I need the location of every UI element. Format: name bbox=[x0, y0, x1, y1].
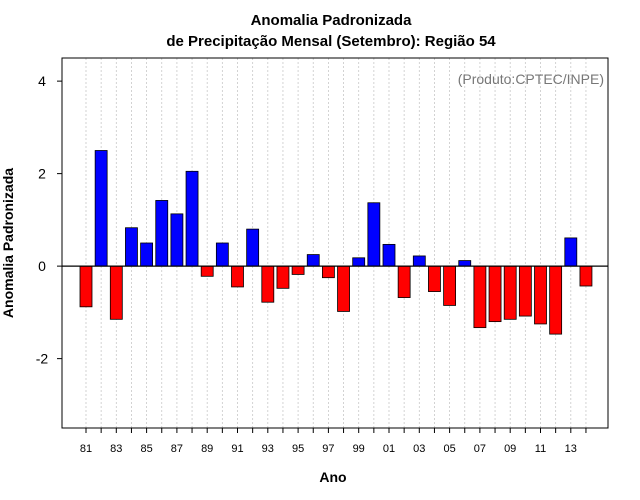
grid bbox=[85, 58, 587, 428]
x-tick-label: 09 bbox=[504, 443, 516, 455]
bar-02 bbox=[397, 265, 411, 298]
bar-82 bbox=[94, 150, 108, 267]
x-tick-label: 03 bbox=[413, 443, 425, 455]
credit-label: (Produto:CPTEC/INPE) bbox=[458, 71, 604, 87]
x-tick-label: 81 bbox=[80, 443, 92, 455]
bar-13 bbox=[564, 237, 578, 267]
y-tick-label: 4 bbox=[38, 73, 46, 89]
x-tick-label: 97 bbox=[322, 443, 334, 455]
bar-11 bbox=[534, 265, 547, 325]
x-tick-label: 89 bbox=[201, 443, 213, 455]
bar-88 bbox=[185, 170, 199, 267]
x-tick-label: 11 bbox=[535, 443, 546, 455]
y-axis-title: Anomalia Padronizada bbox=[0, 168, 16, 318]
bar-85 bbox=[140, 242, 154, 267]
bar-00 bbox=[367, 202, 381, 267]
bar-07 bbox=[473, 265, 487, 329]
bar-10 bbox=[518, 265, 532, 317]
bar-89 bbox=[200, 265, 214, 277]
bar-93 bbox=[261, 265, 275, 303]
bar-81 bbox=[79, 265, 93, 308]
bar-91 bbox=[231, 265, 244, 288]
x-tick-label: 95 bbox=[292, 443, 304, 455]
bar-87 bbox=[170, 213, 184, 267]
y-tick-label: 2 bbox=[38, 166, 46, 182]
chart-title: Anomalia Padronizada bbox=[251, 12, 413, 29]
plot-area bbox=[61, 57, 609, 429]
x-tick-label: 13 bbox=[565, 443, 577, 455]
bar-94 bbox=[276, 265, 290, 289]
bar-96 bbox=[306, 254, 320, 267]
y-axis: -2 0 2 4 bbox=[36, 73, 62, 367]
bar-90 bbox=[215, 242, 229, 267]
bar-09 bbox=[503, 265, 517, 320]
x-tick-label: 01 bbox=[383, 443, 395, 455]
bar-03 bbox=[412, 255, 426, 267]
bar-83 bbox=[109, 265, 123, 320]
bar-84 bbox=[125, 227, 138, 267]
x-axis-title: Ano bbox=[319, 469, 346, 485]
bar-01 bbox=[382, 243, 396, 267]
bar-99 bbox=[352, 257, 366, 267]
bar-05 bbox=[443, 265, 457, 306]
bar-86 bbox=[155, 200, 169, 267]
bars bbox=[79, 150, 593, 335]
plot-frame bbox=[61, 57, 609, 429]
bar-12 bbox=[549, 265, 563, 335]
bar-98 bbox=[337, 265, 350, 312]
x-tick-label: 99 bbox=[353, 443, 365, 455]
bar-95 bbox=[291, 265, 305, 275]
x-tick-label: 85 bbox=[140, 443, 152, 455]
y-tick-label: 0 bbox=[38, 258, 46, 274]
x-tick-label: 83 bbox=[110, 443, 122, 455]
chart-subtitle: de Precipitação Mensal (Setembro): Regiã… bbox=[166, 33, 496, 50]
bar-97 bbox=[321, 265, 335, 279]
bar-08 bbox=[488, 265, 502, 323]
x-tick-label: 91 bbox=[231, 443, 243, 455]
x-tick-label: 93 bbox=[262, 443, 274, 455]
bar-04 bbox=[428, 265, 441, 292]
x-tick-label: 87 bbox=[171, 443, 183, 455]
bar-14 bbox=[579, 265, 593, 287]
bar-92 bbox=[246, 228, 260, 267]
x-tick-label: 05 bbox=[443, 443, 455, 455]
y-tick-label: -2 bbox=[36, 351, 49, 367]
bar-06 bbox=[458, 260, 472, 267]
x-axis: 81 83 85 87 89 91 93 95 97 99 01 03 05 07 09 11 13 bbox=[80, 428, 587, 455]
x-tick-label: 07 bbox=[474, 443, 486, 455]
